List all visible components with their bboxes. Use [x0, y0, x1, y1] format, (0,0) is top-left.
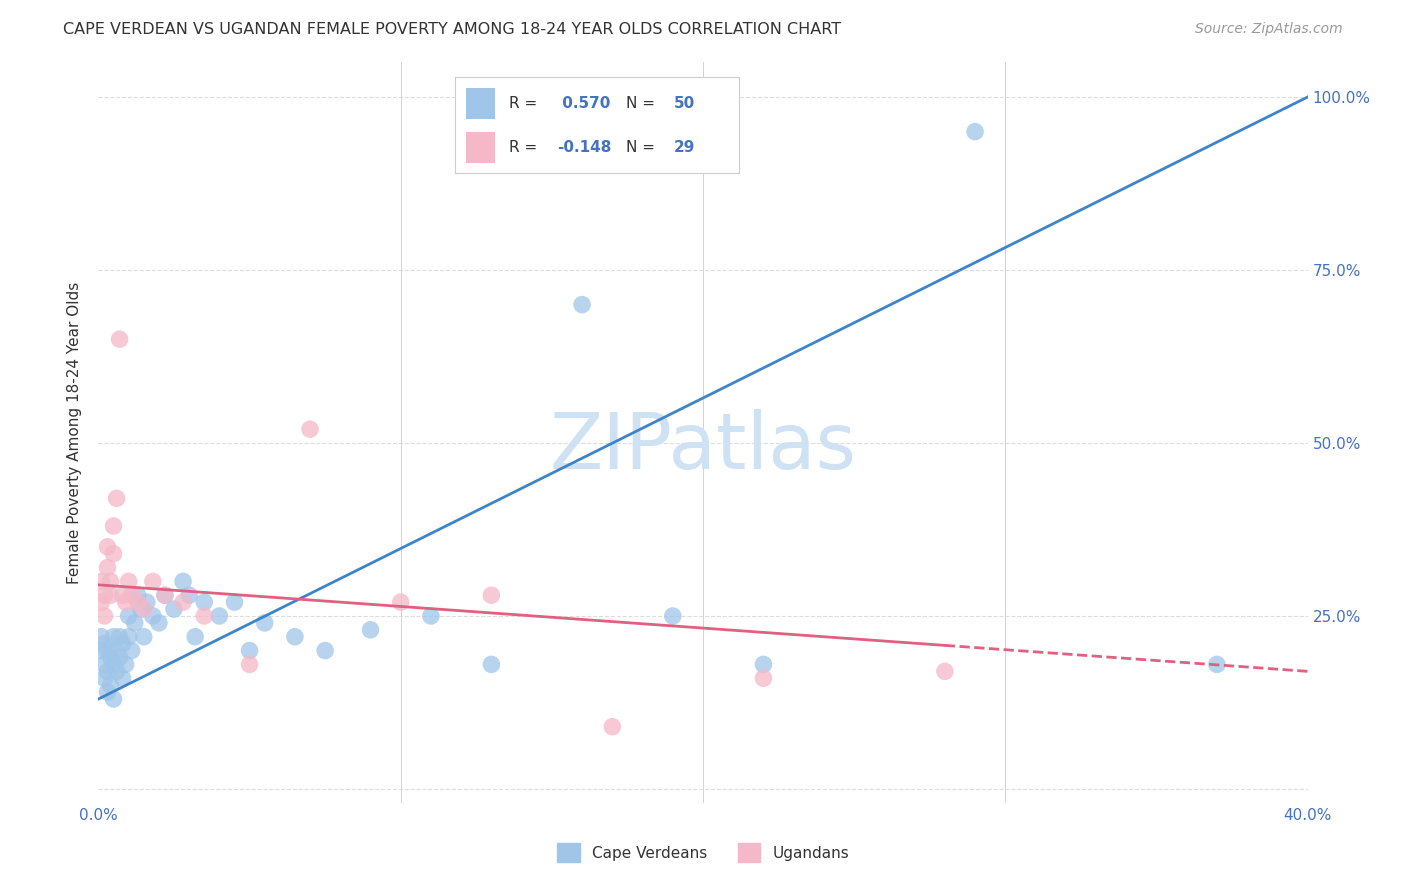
Point — [179, 588, 201, 602]
Point — [111, 637, 134, 651]
Point — [360, 623, 382, 637]
Point — [124, 615, 146, 630]
Point — [100, 574, 122, 589]
Point — [208, 609, 231, 624]
Point — [93, 671, 115, 685]
Point — [100, 678, 122, 692]
Point — [105, 665, 128, 679]
Point — [105, 491, 128, 506]
Point — [239, 643, 262, 657]
Point — [127, 588, 149, 602]
Point — [90, 630, 112, 644]
Point — [135, 595, 157, 609]
Text: CAPE VERDEAN VS UGANDAN FEMALE POVERTY AMONG 18-24 YEAR OLDS CORRELATION CHART: CAPE VERDEAN VS UGANDAN FEMALE POVERTY A… — [63, 22, 841, 37]
Point — [103, 630, 125, 644]
Point — [172, 574, 194, 589]
Point — [481, 588, 503, 602]
Point — [111, 671, 134, 685]
Point — [153, 588, 176, 602]
Point — [108, 332, 131, 346]
Point — [142, 609, 165, 624]
Point — [90, 643, 112, 657]
Point — [129, 602, 152, 616]
Point — [93, 657, 115, 672]
Point — [121, 643, 143, 657]
Point — [100, 588, 122, 602]
Point — [142, 574, 165, 589]
Point — [103, 519, 125, 533]
Point — [132, 630, 155, 644]
Point — [100, 650, 122, 665]
Point — [389, 595, 412, 609]
Point — [1206, 657, 1229, 672]
Point — [93, 609, 115, 624]
Point — [96, 665, 118, 679]
Point — [253, 615, 276, 630]
Point — [965, 125, 987, 139]
Point — [284, 630, 307, 644]
Point — [118, 574, 141, 589]
Point — [420, 609, 443, 624]
Point — [103, 692, 125, 706]
Point — [105, 643, 128, 657]
Point — [118, 609, 141, 624]
Point — [239, 657, 262, 672]
Point — [299, 422, 322, 436]
Point — [111, 588, 134, 602]
Point — [602, 720, 624, 734]
Point — [934, 665, 956, 679]
Point — [121, 588, 143, 602]
Point — [114, 657, 136, 672]
Y-axis label: Female Poverty Among 18-24 Year Olds: Female Poverty Among 18-24 Year Olds — [67, 282, 83, 583]
Point — [153, 588, 176, 602]
Point — [96, 560, 118, 574]
Point — [96, 643, 118, 657]
Point — [103, 547, 125, 561]
Point — [127, 595, 149, 609]
Point — [193, 595, 215, 609]
Point — [571, 297, 593, 311]
Point — [132, 602, 155, 616]
Point — [93, 588, 115, 602]
Point — [224, 595, 246, 609]
Point — [96, 540, 118, 554]
Point — [148, 615, 170, 630]
Point — [661, 609, 683, 624]
Point — [184, 630, 207, 644]
Point — [193, 609, 215, 624]
Point — [93, 637, 115, 651]
Point — [163, 602, 186, 616]
Point — [172, 595, 194, 609]
Point — [114, 595, 136, 609]
Point — [481, 657, 503, 672]
Text: Source: ZipAtlas.com: Source: ZipAtlas.com — [1195, 22, 1343, 37]
Text: ZIPatlas: ZIPatlas — [550, 409, 856, 485]
Point — [118, 630, 141, 644]
Point — [90, 574, 112, 589]
Point — [103, 657, 125, 672]
Point — [108, 650, 131, 665]
Point — [90, 595, 112, 609]
Point — [314, 643, 336, 657]
Point — [108, 630, 131, 644]
Point — [752, 671, 775, 685]
Legend: Cape Verdeans, Ugandans: Cape Verdeans, Ugandans — [557, 843, 849, 862]
Point — [96, 685, 118, 699]
Point — [752, 657, 775, 672]
